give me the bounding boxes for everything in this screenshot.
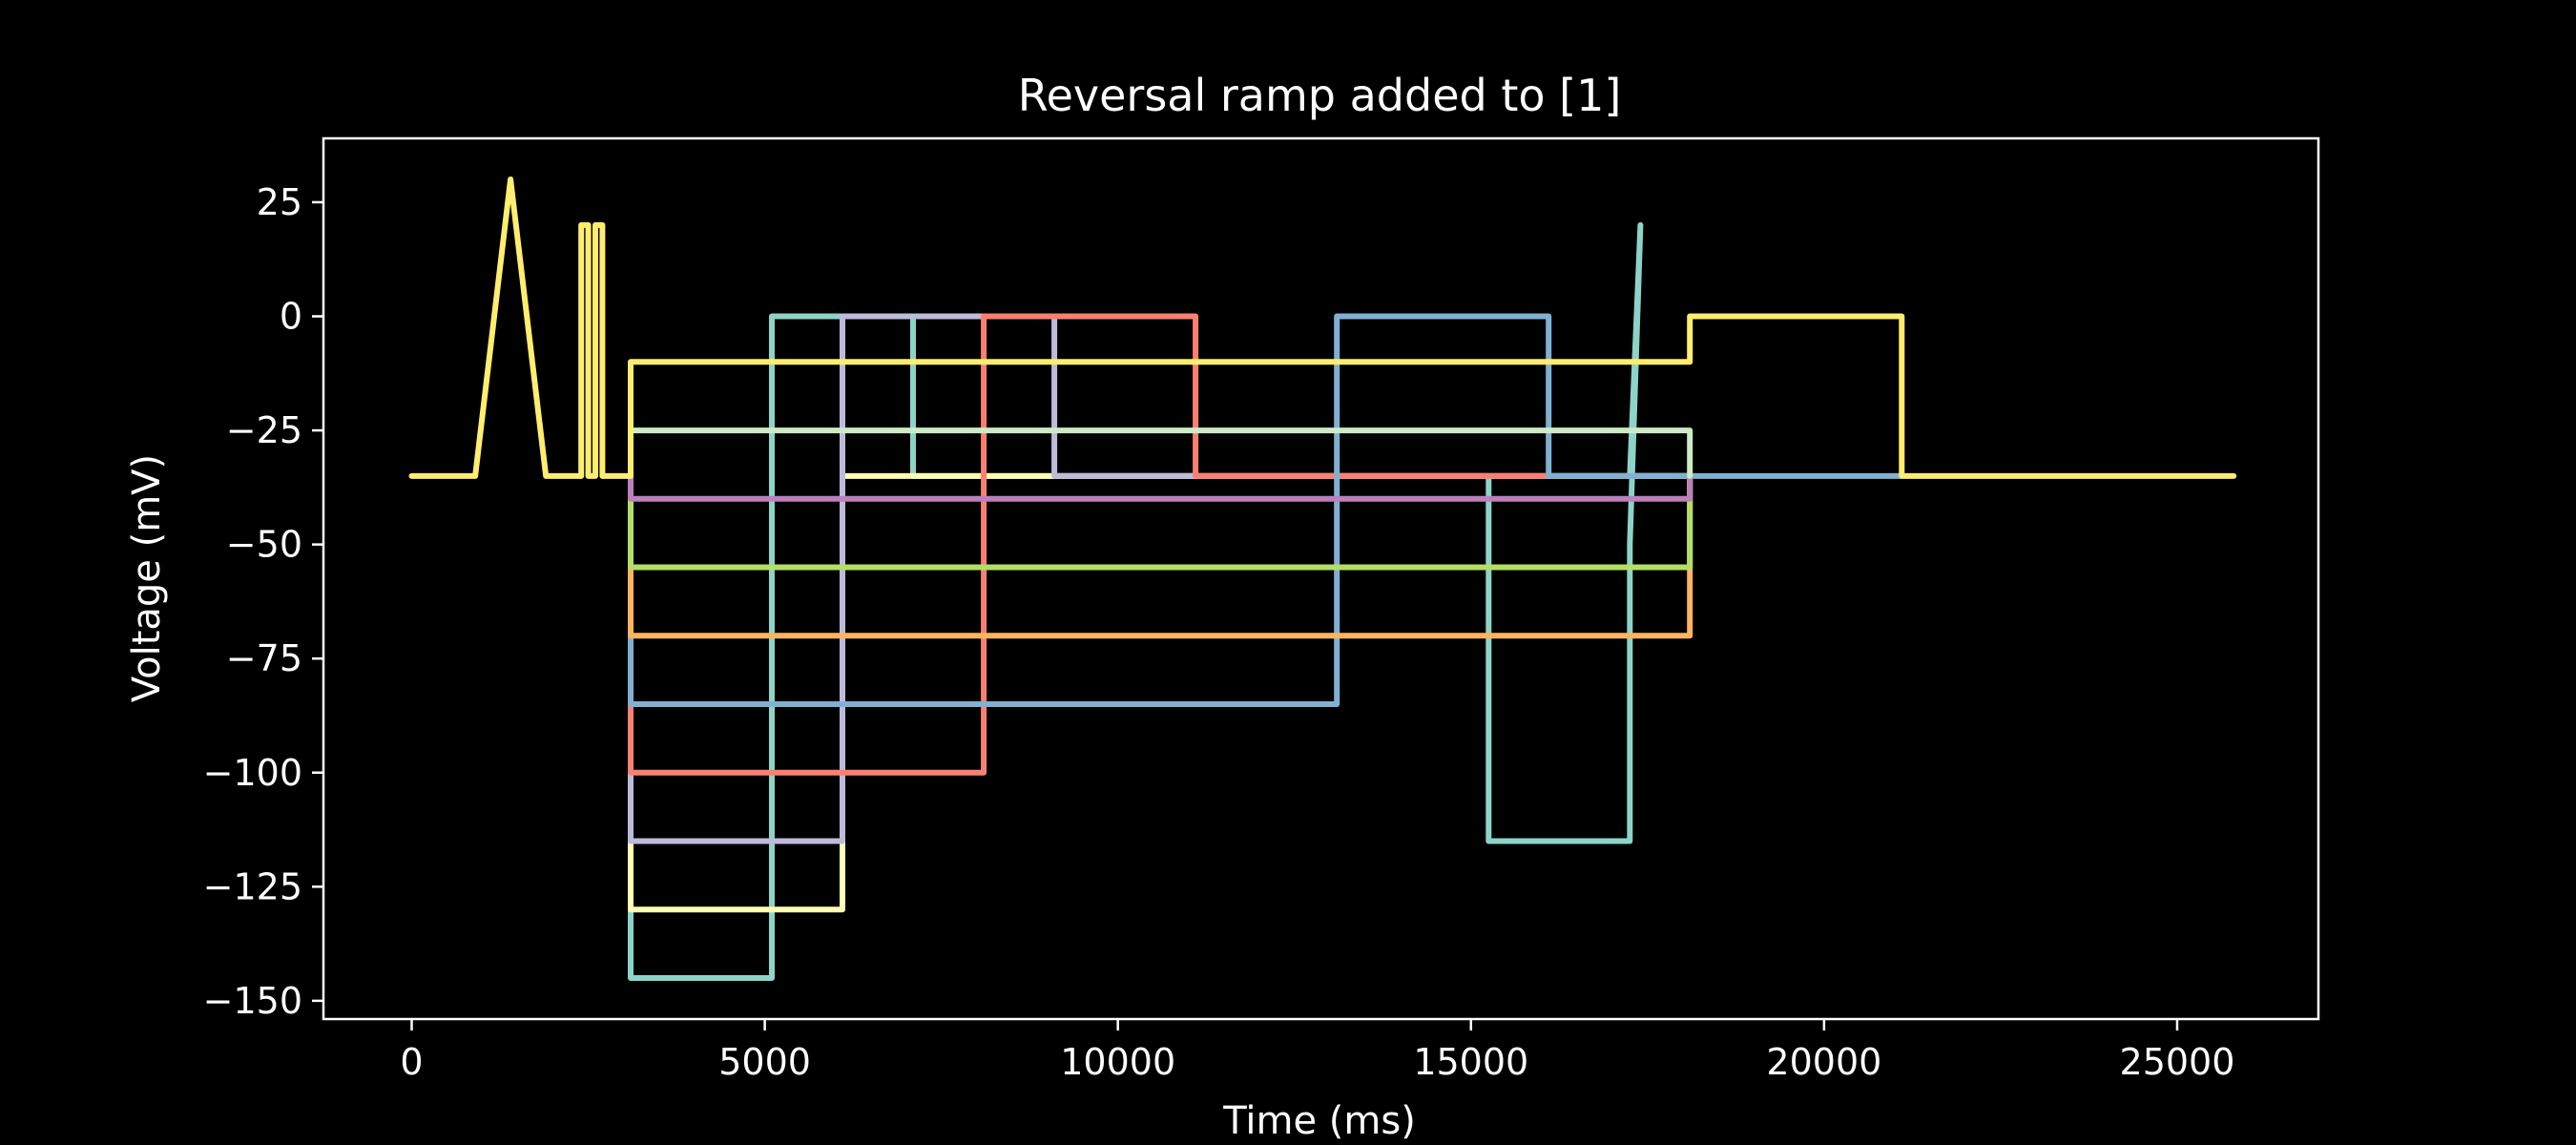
y-axis: 25 0 −25 −50 −75 −100 −125 −150 <box>203 181 323 1022</box>
y-tick-label: −25 <box>226 409 302 451</box>
y-axis-label: Voltage (mV) <box>125 454 169 702</box>
x-tick-label: 15000 <box>1413 1041 1528 1083</box>
y-tick-label: −150 <box>203 980 302 1022</box>
series-line-8 <box>628 472 1693 502</box>
y-tick-label: −50 <box>226 524 302 566</box>
x-axis: 0 5000 10000 15000 20000 25000 <box>400 1019 2234 1083</box>
series-line-3 <box>628 313 1693 844</box>
y-tick-label: −100 <box>203 752 302 794</box>
series-line-7 <box>628 472 1693 571</box>
y-tick-label: −125 <box>203 865 302 907</box>
series-line-10 <box>408 177 2237 479</box>
series-layer <box>408 177 2237 981</box>
chart-title: Reversal ramp added to [1] <box>1018 70 1622 121</box>
y-tick-label: 25 <box>257 181 302 223</box>
x-tick-label: 10000 <box>1060 1041 1175 1083</box>
x-tick-label: 0 <box>400 1041 423 1083</box>
x-axis-label: Time (ms) <box>1222 1099 1416 1143</box>
x-tick-label: 20000 <box>1766 1041 1881 1083</box>
series-line-5 <box>628 313 1905 707</box>
x-tick-label: 5000 <box>718 1041 811 1083</box>
series-line-4 <box>628 313 1693 776</box>
y-tick-label: −75 <box>226 637 302 679</box>
x-tick-label: 25000 <box>2120 1041 2235 1083</box>
plot-frame <box>322 136 2320 1021</box>
y-tick-label: 0 <box>280 296 302 338</box>
